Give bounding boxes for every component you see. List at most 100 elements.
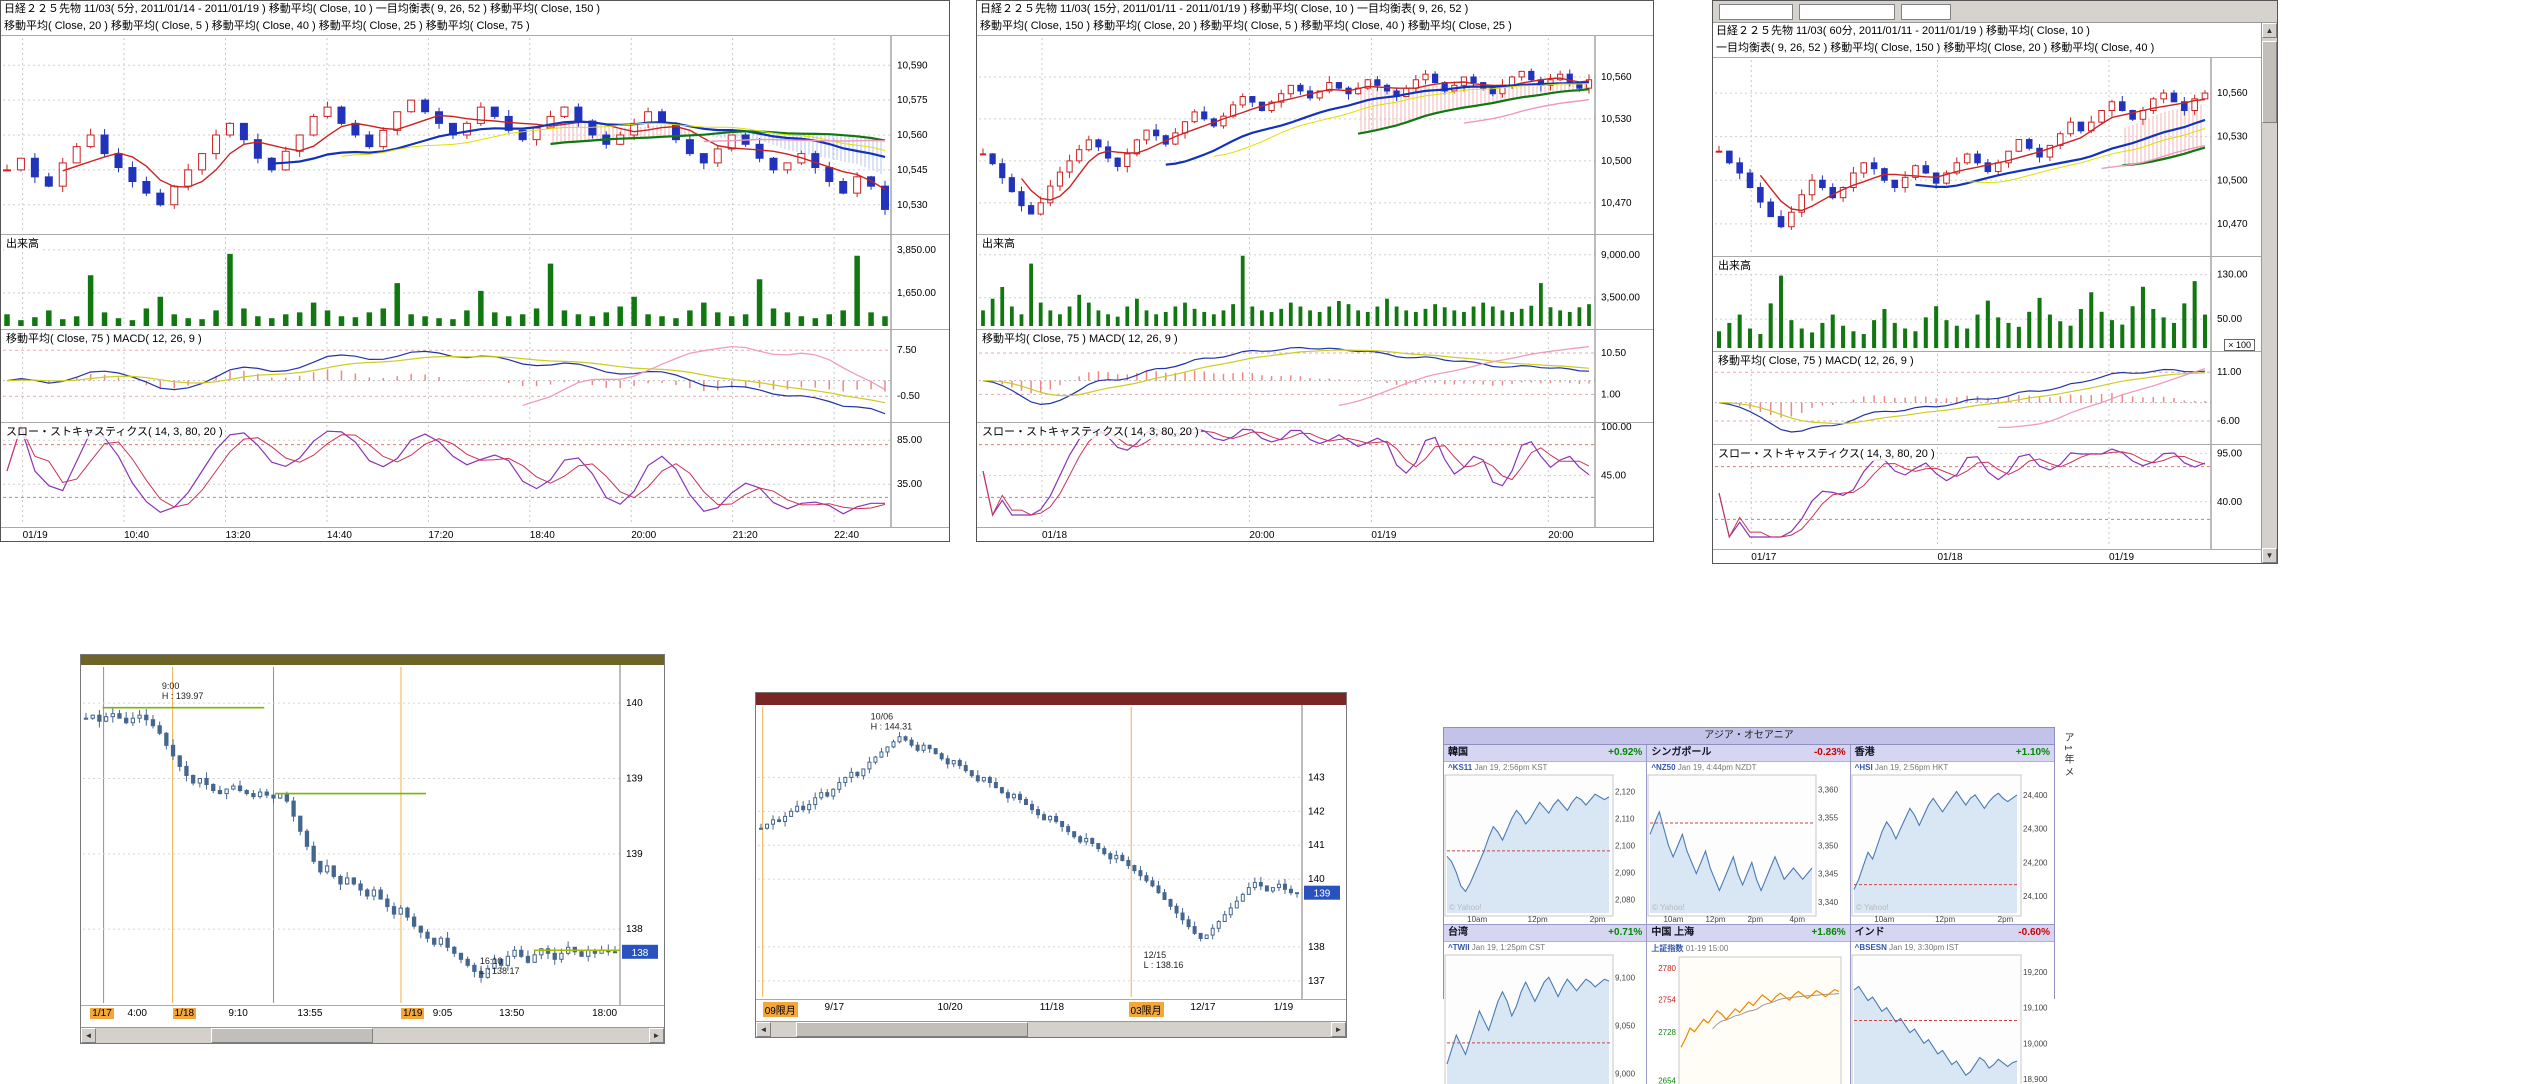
- vertical-scrollbar[interactable]: ▲ ▼: [2261, 23, 2277, 563]
- window-titlebar[interactable]: [756, 693, 1346, 705]
- svg-text:19,100: 19,100: [2023, 1004, 2048, 1013]
- stochastics-label: スロー・ストキャスティクス( 14, 3, 80, 20 ): [1716, 445, 1937, 461]
- svg-text:100.00: 100.00: [1601, 423, 1632, 433]
- market-cell-korea[interactable]: 韓国 +0.92% ^KS11 Jan 19, 2:56pm KST 2,120…: [1444, 745, 1648, 925]
- x-axis-label: 21:20: [732, 530, 758, 541]
- market-cell-hongkong[interactable]: 香港 +1.10% ^HSI Jan 19, 2:56pm HKT 24,400…: [1850, 745, 2054, 925]
- chart-title-line1: 日経２２５先物 11/03( 60分, 2011/01/11 - 2011/01…: [1716, 25, 2090, 37]
- svg-text:10,530: 10,530: [897, 200, 928, 211]
- candlestick-chart-canvas[interactable]: 140 139 139 138 9:00H : 139.97 16:10L : 138.1…: [81, 665, 664, 1005]
- volume-section: 出来高 3,850.00 1,650.00: [1, 234, 949, 329]
- market-name[interactable]: 韓国: [1448, 747, 1468, 758]
- svg-text:2pm: 2pm: [1748, 915, 1764, 924]
- horizontal-scrollbar[interactable]: ◄ ►: [756, 1021, 1346, 1037]
- market-cell-singapore[interactable]: シンガポール -0.23% ^NZ50 Jan 19, 4:44pm NZDT …: [1647, 745, 1851, 925]
- market-change: -0.23%: [1813, 747, 1846, 758]
- macd-chart-canvas[interactable]: 10.50 1.00: [977, 330, 1653, 422]
- ticker-symbol[interactable]: ^KS11: [1448, 763, 1473, 772]
- market-name[interactable]: 台湾: [1448, 927, 1468, 938]
- volume-chart-canvas[interactable]: 3,850.00 1,650.00: [1, 235, 949, 329]
- market-name[interactable]: シンガポール: [1651, 747, 1712, 758]
- svg-text:10,470: 10,470: [1601, 198, 1632, 209]
- svg-text:140: 140: [626, 698, 643, 709]
- macd-chart-canvas[interactable]: 11.00 -6.00: [1713, 352, 2277, 444]
- x-axis-label: 03限月: [1128, 1002, 1164, 1017]
- svg-text:2728: 2728: [1659, 1028, 1677, 1037]
- scrollbar-thumb[interactable]: [796, 1022, 1028, 1037]
- svg-text:3,340: 3,340: [1818, 898, 1839, 907]
- scroll-down-button[interactable]: ▼: [2262, 548, 2277, 563]
- market-cell-taiwan[interactable]: 台湾 +0.71% ^TWII Jan 19, 1:25pm CST 9,100…: [1444, 925, 1648, 1084]
- market-name[interactable]: 中国 上海: [1651, 927, 1695, 938]
- volume-chart-canvas[interactable]: 130.00 50.00: [1713, 257, 2277, 351]
- scroll-left-button[interactable]: ◄: [81, 1028, 96, 1043]
- stochastics-chart-canvas[interactable]: 100.00 45.00: [977, 423, 1653, 527]
- stochastics-chart-canvas[interactable]: 95.00 40.00: [1713, 445, 2277, 549]
- x-axis-label: 01/19: [22, 530, 48, 541]
- chart-title-line2: 移動平均( Close, 20 ) 移動平均( Close, 5 ) 移動平均(…: [4, 20, 530, 32]
- market-name[interactable]: インド: [1854, 927, 1885, 938]
- scroll-left-button[interactable]: ◄: [756, 1022, 771, 1037]
- svg-text:2,120: 2,120: [1615, 788, 1636, 797]
- market-change: +0.71%: [1608, 927, 1643, 938]
- volume-chart-canvas[interactable]: 9,000.00 3,500.00: [977, 235, 1653, 329]
- ticker-symbol[interactable]: ^TWII: [1448, 943, 1470, 952]
- side-text-strip: ア1年メ: [2062, 732, 2073, 780]
- window-toolbar: [1713, 1, 2277, 23]
- window-titlebar[interactable]: [81, 655, 664, 665]
- window-nikkei-15min-chart: 日経２２５先物 11/03( 15分, 2011/01/11 - 2011/01…: [976, 0, 1654, 542]
- stochastics-label: スロー・ストキャスティクス( 14, 3, 80, 20 ): [4, 423, 225, 439]
- scroll-right-button[interactable]: ►: [649, 1028, 664, 1043]
- scrollbar-thumb[interactable]: [2262, 41, 2277, 123]
- market-name[interactable]: 香港: [1854, 747, 1875, 758]
- market-cell-india[interactable]: インド -0.60% ^BSESN Jan 19, 3:30pm IST 19,…: [1850, 925, 2054, 1084]
- scrollbar-thumb[interactable]: [211, 1028, 373, 1043]
- scroll-up-button[interactable]: ▲: [2262, 23, 2277, 38]
- ticker-symbol[interactable]: 上証指数: [1651, 944, 1684, 953]
- chart-area: 140 139 139 138 9:00 H : 139.97 16:10 L : 138.1…: [81, 665, 664, 1005]
- toolbar-field-1[interactable]: [1719, 3, 1793, 20]
- volume-label: 出来高: [1716, 257, 1753, 273]
- ticker-symbol[interactable]: ^BSESN: [1854, 943, 1887, 952]
- price-chart-canvas[interactable]: 10,560 10,530 10,500 10,470: [977, 36, 1653, 234]
- svg-text:10/06: 10/06: [871, 712, 894, 722]
- quote-time: Jan 19, 4:44pm NZDT: [1677, 763, 1757, 772]
- horizontal-scrollbar[interactable]: ◄ ►: [81, 1027, 664, 1043]
- market-ticker-line: ^KS11 Jan 19, 2:56pm KST: [1444, 762, 1646, 774]
- svg-text:3,355: 3,355: [1818, 813, 1839, 822]
- x-axis-label: 1/17: [90, 1008, 114, 1019]
- x-axis-labels: 1/17 4:00 1/18 9:10 13:55 1/19 9:05 13:50 18:00: [81, 1005, 664, 1024]
- svg-text:2,080: 2,080: [1615, 896, 1636, 905]
- svg-text:9:00: 9:00: [162, 681, 180, 691]
- x-axis-label: 10/20: [937, 1002, 963, 1013]
- svg-text:9,000.00: 9,000.00: [1601, 250, 1640, 261]
- x-axis-label: 9:10: [228, 1008, 248, 1019]
- quote-time: 01-19 15:00: [1685, 944, 1729, 953]
- candlestick-chart-canvas[interactable]: 143 142 141 140 138 137 10/06H : 144.31 12/15L …: [756, 705, 1346, 999]
- svg-text:2pm: 2pm: [1590, 915, 1606, 924]
- quote-time: Jan 19, 3:30pm IST: [1889, 943, 1959, 952]
- svg-text:137: 137: [1308, 976, 1325, 987]
- x-axis-labels: 01/18 20:00 01/19 20:00: [977, 527, 1653, 546]
- toolbar-field-3[interactable]: [1901, 3, 1951, 20]
- svg-text:40.00: 40.00: [2217, 497, 2242, 508]
- market-cell-shanghai[interactable]: 中国 上海 +1.86% 上証指数 01-19 15:00 2780 2754 27…: [1647, 925, 1851, 1084]
- market-ticker-line: ^NZ50 Jan 19, 4:44pm NZDT: [1647, 762, 1849, 774]
- svg-text:139: 139: [626, 849, 643, 860]
- toolbar-field-2[interactable]: [1799, 3, 1895, 20]
- svg-text:10,500: 10,500: [2217, 175, 2248, 186]
- svg-text:130.00: 130.00: [2217, 270, 2248, 281]
- svg-text:10,560: 10,560: [897, 130, 928, 141]
- macd-chart-canvas[interactable]: 7.50 -0.50: [1, 330, 949, 422]
- stochastics-chart-canvas[interactable]: 85.00 35.00: [1, 423, 949, 527]
- ticker-symbol[interactable]: ^HSI: [1854, 763, 1873, 772]
- macd-label: 移動平均( Close, 75 ) MACD( 12, 26, 9 ): [4, 330, 204, 346]
- svg-text:L : 138.16: L : 138.16: [1144, 960, 1184, 970]
- price-chart-canvas[interactable]: 10,590 10,575 10,560 10,545 10,530: [1, 36, 949, 234]
- ticker-symbol[interactable]: ^NZ50: [1651, 763, 1676, 772]
- market-change: -0.60%: [2018, 927, 2050, 938]
- x-axis-label: 1/19: [400, 1008, 425, 1019]
- price-chart-canvas[interactable]: 10,560 10,530 10,500 10,470: [1713, 58, 2277, 256]
- scroll-right-button[interactable]: ►: [1331, 1022, 1346, 1037]
